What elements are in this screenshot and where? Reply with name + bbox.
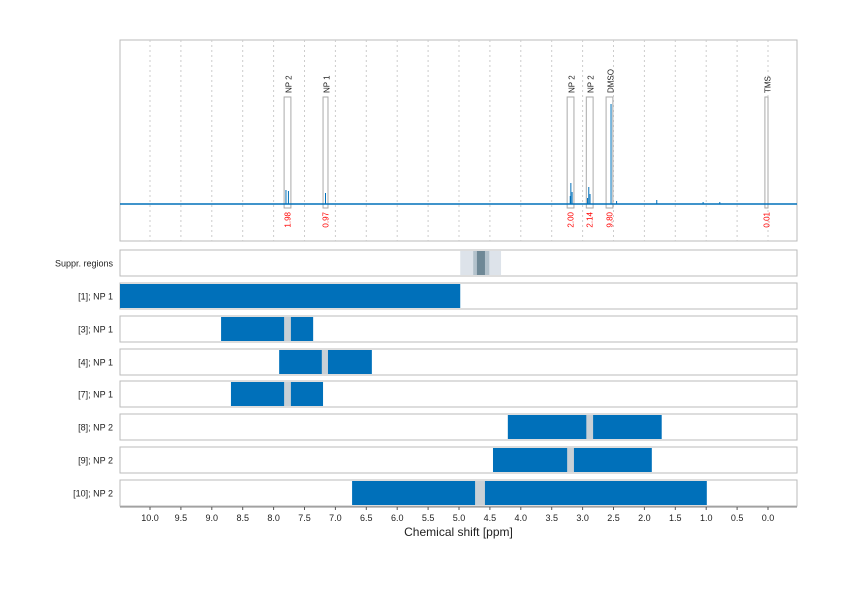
x-tick-label: 1.5: [669, 513, 682, 523]
x-tick-label: 5.5: [422, 513, 435, 523]
x-tick-label: 10.0: [141, 513, 159, 523]
annotation-label: NP 1: [323, 75, 332, 93]
x-tick-label: 3.5: [545, 513, 558, 523]
x-tick-label: 2.0: [638, 513, 651, 523]
x-tick-label: 5.0: [453, 513, 466, 523]
range-gap: [321, 350, 328, 374]
row-label: [10]; NP 2: [73, 489, 113, 499]
x-tick-label: 1.0: [700, 513, 713, 523]
annotation-label: TMS: [763, 76, 772, 93]
integral-value: 9.80: [605, 211, 614, 227]
row-panel: [119, 380, 798, 408]
row-label: [3]; NP 1: [78, 325, 113, 335]
row-label: [4]; NP 1: [78, 358, 113, 368]
annotation-box: [322, 96, 329, 209]
x-tick-label: 4.5: [484, 513, 497, 523]
range-bar: [507, 415, 662, 439]
row-panel: [119, 249, 798, 277]
range-gap: [475, 481, 485, 505]
row-label: [1]; NP 1: [78, 292, 113, 302]
x-tick-label: 8.0: [267, 513, 280, 523]
x-tick-label: 7.0: [329, 513, 342, 523]
integral-value: 1.98: [284, 211, 293, 227]
annotation-label: DMSO: [606, 69, 615, 93]
x-tick-label: 4.0: [515, 513, 528, 523]
annotation-box: [585, 96, 594, 209]
row-panel: [119, 348, 798, 376]
row-label: [8]; NP 2: [78, 423, 113, 433]
integral-value: 0.01: [762, 211, 771, 227]
range-bar: [230, 382, 324, 406]
annotation-box: [566, 96, 575, 209]
x-tick-label: 9.5: [175, 513, 188, 523]
x-tick-label: 9.0: [206, 513, 219, 523]
annotation-label: NP 2: [587, 75, 596, 93]
annotation-label: NP 2: [285, 75, 294, 93]
range-gap: [284, 382, 291, 406]
range-gap: [567, 448, 574, 472]
annotation-box: [605, 96, 614, 209]
range-gap: [284, 317, 291, 341]
x-tick-label: 6.5: [360, 513, 373, 523]
x-tick-label: 2.5: [607, 513, 620, 523]
x-tick-label: 6.0: [391, 513, 404, 523]
annotation-box: [764, 96, 769, 209]
row-panel: [119, 446, 798, 474]
x-axis-label: Chemical shift [ppm]: [404, 525, 513, 539]
x-tick-label: 0.0: [762, 513, 775, 523]
annotation-label: NP 2: [568, 75, 577, 93]
row-label: Suppr. regions: [55, 259, 114, 269]
range-bar: [221, 317, 314, 341]
range-bar: [120, 284, 461, 308]
integral-value: 0.97: [322, 211, 331, 227]
range-gap: [586, 415, 594, 439]
x-tick-label: 0.5: [731, 513, 744, 523]
x-tick-label: 8.5: [236, 513, 249, 523]
integral-value: 2.00: [567, 211, 576, 227]
row-label: [9]; NP 2: [78, 456, 113, 466]
suppressed-region: [476, 251, 485, 275]
annotation-box: [283, 96, 292, 209]
row-label: [7]; NP 1: [78, 390, 113, 400]
x-tick-label: 7.5: [298, 513, 311, 523]
x-tick-label: 3.0: [576, 513, 589, 523]
integral-value: 2.14: [586, 211, 595, 227]
range-bar: [352, 481, 707, 505]
row-panel: [119, 413, 798, 441]
